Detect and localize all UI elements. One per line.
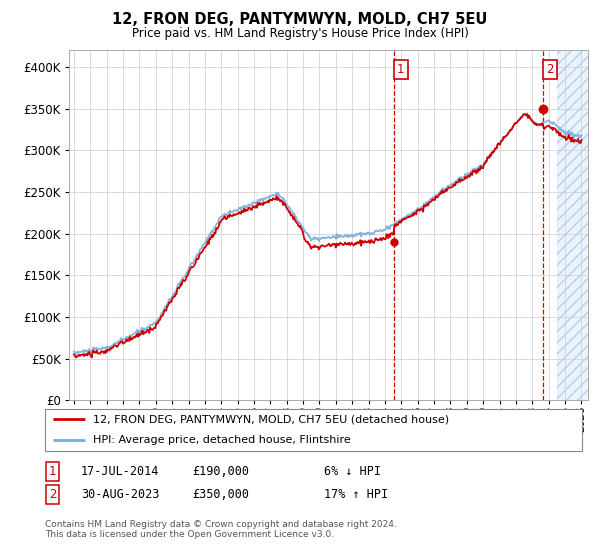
Text: 17% ↑ HPI: 17% ↑ HPI	[324, 488, 388, 501]
Text: 12, FRON DEG, PANTYMWYN, MOLD, CH7 5EU: 12, FRON DEG, PANTYMWYN, MOLD, CH7 5EU	[112, 12, 488, 27]
Text: Price paid vs. HM Land Registry's House Price Index (HPI): Price paid vs. HM Land Registry's House …	[131, 27, 469, 40]
Bar	[557, 50, 590, 400]
Text: £350,000: £350,000	[192, 488, 249, 501]
Text: HPI: Average price, detached house, Flintshire: HPI: Average price, detached house, Flin…	[94, 435, 351, 445]
Text: £190,000: £190,000	[192, 465, 249, 478]
Text: 2: 2	[547, 63, 554, 76]
Text: Contains HM Land Registry data © Crown copyright and database right 2024.
This d: Contains HM Land Registry data © Crown c…	[45, 520, 397, 539]
Text: 12, FRON DEG, PANTYMWYN, MOLD, CH7 5EU (detached house): 12, FRON DEG, PANTYMWYN, MOLD, CH7 5EU (…	[94, 414, 449, 424]
Text: 6% ↓ HPI: 6% ↓ HPI	[324, 465, 381, 478]
FancyBboxPatch shape	[45, 409, 582, 451]
Bar	[557, 50, 590, 400]
Text: 2: 2	[49, 488, 56, 501]
Text: 1: 1	[49, 465, 56, 478]
Text: 1: 1	[397, 63, 404, 76]
Text: 30-AUG-2023: 30-AUG-2023	[81, 488, 160, 501]
Text: 17-JUL-2014: 17-JUL-2014	[81, 465, 160, 478]
